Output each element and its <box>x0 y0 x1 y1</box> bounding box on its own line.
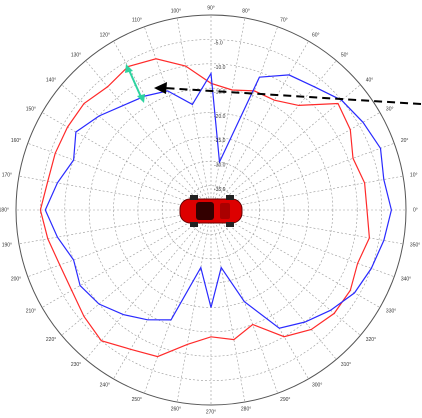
theta-tick-label: 40° <box>366 77 374 83</box>
theta-tick-label: 60° <box>312 32 320 38</box>
theta-tick-label: 160° <box>11 138 21 144</box>
grid-spoke <box>211 61 336 210</box>
theta-tick-label: 340° <box>401 276 411 282</box>
theta-tick-label: 350° <box>410 242 420 248</box>
r-tick-label: -20.0 <box>214 114 226 120</box>
theta-tick-label: 190° <box>2 242 12 248</box>
theta-tick-label: 270° <box>206 409 216 415</box>
theta-tick-label: 250° <box>132 397 142 403</box>
theta-tick-label: 90° <box>207 5 215 11</box>
car <box>180 195 242 227</box>
theta-tick-label: 260° <box>171 406 181 412</box>
theta-tick-label: 330° <box>386 308 396 314</box>
r-tick-label: -10.0 <box>214 65 226 71</box>
theta-tick-label: 30° <box>386 106 394 112</box>
theta-tick-label: 290° <box>280 397 290 403</box>
theta-tick-label: 280° <box>241 406 251 412</box>
theta-tick-label: 200° <box>11 276 21 282</box>
theta-tick-label: 310° <box>341 362 351 368</box>
theta-tick-label: 130° <box>71 53 81 59</box>
theta-tick-label: 70° <box>280 18 288 24</box>
theta-tick-label: 320° <box>366 337 376 343</box>
theta-tick-label: 120° <box>100 32 110 38</box>
grid-spoke <box>211 210 360 335</box>
grid-spoke <box>211 210 336 359</box>
theta-tick-label: 100° <box>171 8 181 14</box>
theta-tick-label: 230° <box>71 362 81 368</box>
grid-spoke <box>86 210 211 359</box>
theta-tick-label: 50° <box>341 53 349 59</box>
theta-tick-label: 110° <box>132 18 142 24</box>
theta-tick-label: 170° <box>2 172 12 178</box>
theta-tick-label: 20° <box>401 138 409 144</box>
theta-tick-label: 140° <box>46 77 56 83</box>
grid-spoke <box>144 27 211 210</box>
grid-spoke <box>144 210 211 393</box>
r-tick-label: -35.0 <box>214 187 226 193</box>
theta-tick-label: 300° <box>312 382 322 388</box>
theta-tick-label: 0° <box>413 207 418 213</box>
theta-tick-label: 150° <box>26 106 36 112</box>
chart: -35.0-30.0-25.0-20.0-15.0-10.0-5.00°10°2… <box>0 0 422 418</box>
theta-tick-label: 180° <box>0 207 9 213</box>
theta-tick-label: 80° <box>242 8 250 14</box>
r-tick-label: -5.0 <box>214 41 223 47</box>
annotation-arrow <box>125 64 421 104</box>
r-tick-label: -25.0 <box>214 138 226 144</box>
r-tick-label: -30.0 <box>214 163 226 169</box>
theta-tick-label: 240° <box>100 382 110 388</box>
grid-spoke <box>211 143 394 210</box>
grid-spoke <box>86 61 211 210</box>
theta-tick-label: 10° <box>410 172 418 178</box>
theta-tick-label: 220° <box>46 337 56 343</box>
theta-tick-label: 210° <box>26 308 36 314</box>
